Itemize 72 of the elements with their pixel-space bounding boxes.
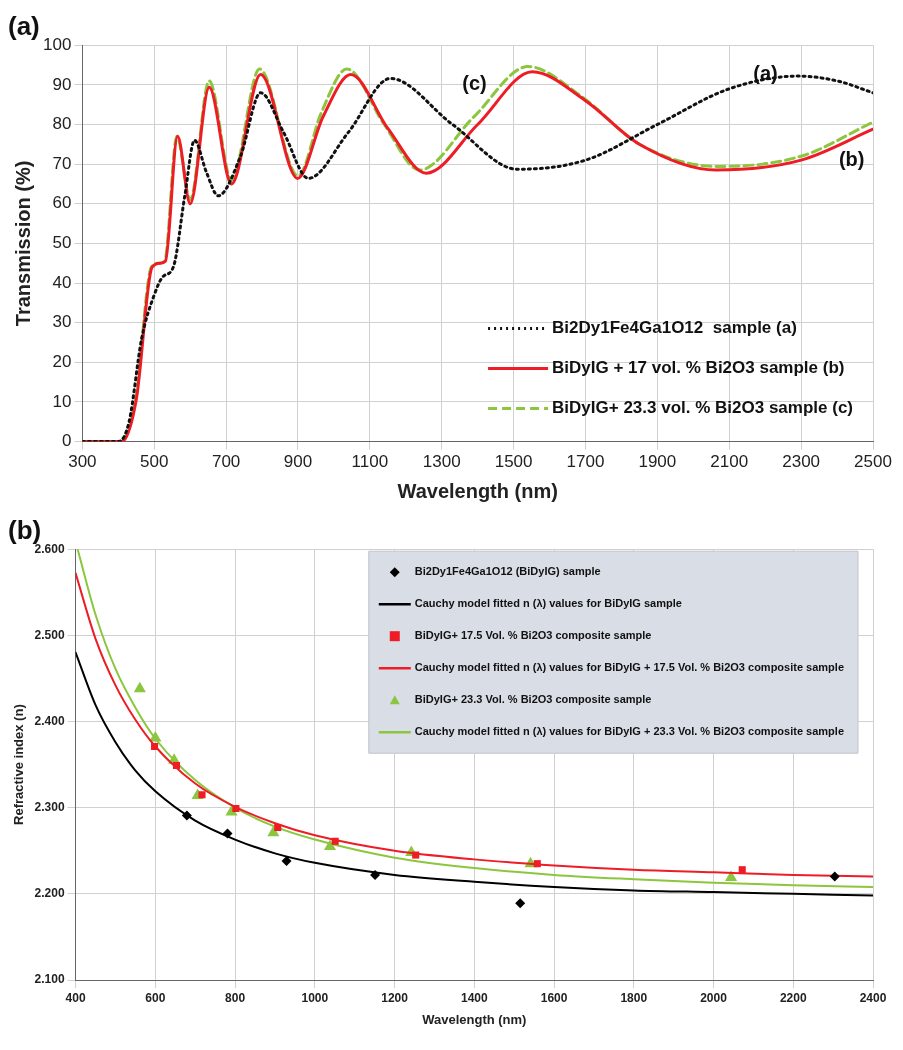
x-tick-label: 700 [211, 452, 241, 472]
y-tick-label: 2.400 [34, 713, 65, 728]
x-tick-label: 2100 [710, 452, 749, 472]
legend-label: BiDyIG+ 23.3 vol. % Bi2O3 sample (c) [552, 398, 854, 418]
x-tick-label: 2300 [782, 452, 821, 472]
y-tick-label: 100 [42, 34, 72, 54]
legend-label: Cauchy model fitted n (λ) values for BiDyIG sample [414, 597, 682, 610]
legend-label: Bi2Dy1Fe4Ga1O12 (BiDyIG) sample [414, 565, 601, 578]
x-tick-label: 1600 [540, 990, 568, 1005]
x-tick-label: 400 [65, 990, 86, 1005]
x-tick-label: 300 [68, 452, 97, 472]
y-axis-title: Transmission (%) [11, 160, 34, 327]
point [323, 839, 337, 850]
legend-label: Cauchy model fitted n (λ) values for BiDyIG + 23.3 Vol. % Bi2O3 composite sample [414, 725, 845, 738]
y-tick-label: 60 [52, 193, 72, 213]
y-tick-label: 2.300 [34, 799, 65, 814]
y-tick-label: 40 [52, 272, 72, 292]
point [515, 898, 526, 909]
x-tick-label: 800 [225, 990, 246, 1005]
point [198, 791, 206, 799]
legend-label: BiDyIG+ 23.3 Vol. % Bi2O3 composite sample [414, 693, 652, 706]
annotation: (b) [838, 147, 865, 170]
y-tick-label: 20 [52, 352, 72, 372]
x-tick-label: 2400 [859, 990, 887, 1005]
x-tick-label: 500 [140, 452, 169, 472]
point [274, 823, 282, 832]
point [281, 856, 292, 867]
point [829, 871, 840, 882]
y-tick-label: 30 [52, 312, 72, 332]
x-tick-label: 1400 [460, 990, 488, 1005]
legend-label: BiDyIG + 17 vol. % Bi2O3 sample (b) [552, 358, 845, 378]
legend-label: BiDyIG+ 17.5 Vol. % Bi2O3 composite sample [414, 629, 652, 642]
x-tick-label: 900 [283, 452, 313, 472]
point [133, 681, 146, 693]
y-tick-label: 2.200 [34, 886, 65, 901]
point [533, 860, 541, 868]
x-tick-label: 1900 [638, 452, 677, 472]
x-tick-label: 1500 [494, 452, 533, 472]
y-tick-label: 2.500 [34, 627, 65, 642]
point [232, 805, 240, 813]
y-tick-label: 50 [52, 233, 72, 253]
x-tick-label: 1100 [351, 452, 389, 472]
point [331, 837, 339, 845]
y-tick-label: 90 [52, 74, 72, 94]
y-tick-label: 10 [52, 391, 72, 411]
x-tick-label: 1000 [301, 990, 329, 1005]
annotation: (c) [462, 72, 487, 95]
point [151, 742, 159, 751]
point [181, 810, 192, 821]
x-tick-label: 1800 [620, 990, 648, 1005]
x-tick-label: 2000 [700, 990, 728, 1005]
y-tick-label: 80 [52, 114, 72, 134]
y-tick-label: 2.100 [34, 972, 65, 987]
x-tick-label: 2500 [854, 452, 892, 472]
y-tick-label: 0 [61, 431, 72, 451]
x-tick-label: 2200 [779, 990, 807, 1005]
x-tick-label: 1700 [566, 452, 605, 472]
point [412, 851, 420, 859]
legend-label: Bi2Dy1Fe4Ga1O12 sample (a) [552, 318, 797, 338]
point [222, 828, 233, 839]
point [738, 866, 746, 874]
x-tick-label: 1200 [381, 990, 409, 1005]
y-tick-label: 70 [52, 153, 72, 173]
x-axis-title: Wavelength (nm) [422, 1011, 527, 1027]
point [172, 761, 181, 769]
chart-title: (a) [8, 10, 40, 41]
x-axis-title: Wavelength (nm) [397, 479, 558, 502]
x-tick-label: 1300 [422, 452, 461, 472]
y-axis-title: Refractive index (n) [11, 704, 27, 825]
point [370, 869, 381, 880]
x-tick-label: 600 [145, 990, 166, 1005]
legend-label: Cauchy model fitted n (λ) values for BiDyIG + 17.5 Vol. % Bi2O3 composite sample [414, 661, 845, 674]
